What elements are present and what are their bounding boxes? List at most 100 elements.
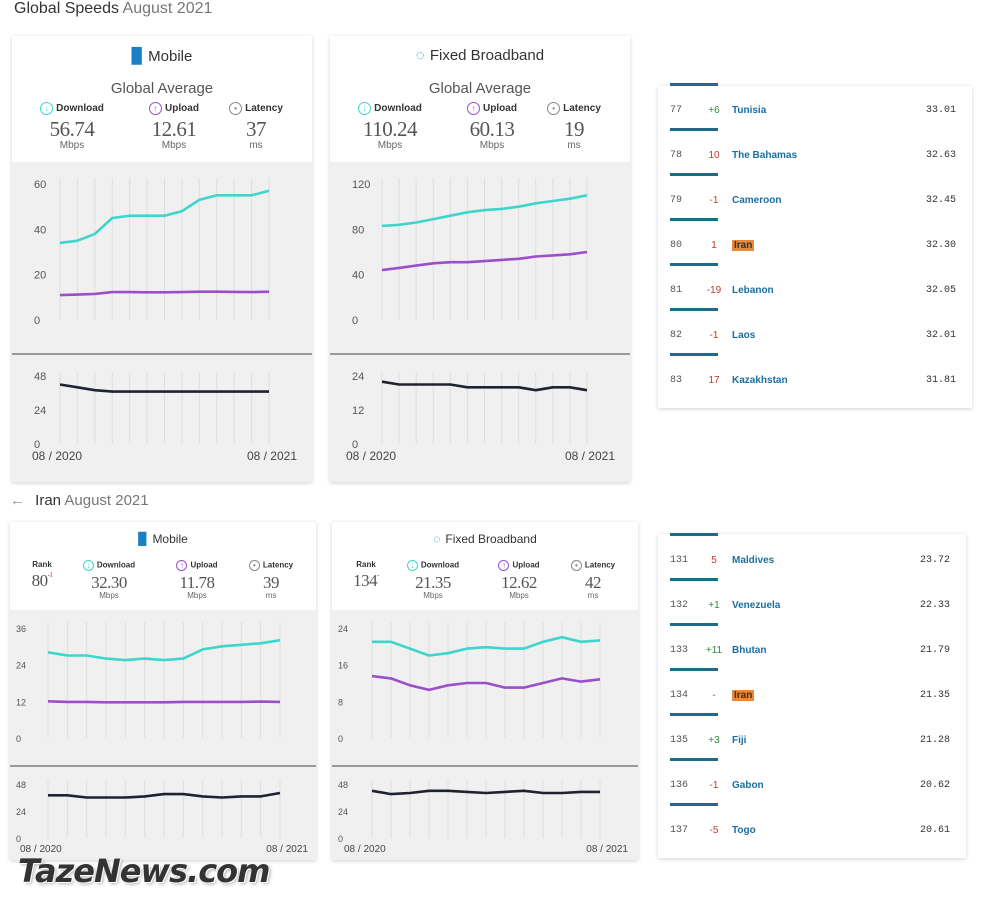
rank-change: +3 (708, 735, 720, 746)
ranking-row[interactable]: 131 5 Maldives 23.72 (658, 533, 966, 600)
ranking-row[interactable]: 77 +6 Tunisia 33.01 (658, 83, 972, 150)
y-tick-label: 0 (34, 315, 40, 327)
arrow-down-circle-icon: ↓ (358, 102, 372, 115)
y-tick-label: 36 (16, 624, 26, 634)
row-divider (670, 533, 718, 536)
rank-number: 136 (670, 780, 689, 791)
y-tick-label: 0 (34, 439, 40, 451)
rank-number: 133 (670, 645, 689, 656)
y-tick-label: 24 (338, 807, 348, 817)
country-name[interactable]: Laos (732, 330, 756, 341)
x-axis-start-label: 08 / 2020 (346, 449, 396, 463)
country-name[interactable]: Bhutan (732, 645, 767, 656)
country-name[interactable]: Gabon (732, 780, 764, 791)
country-name[interactable]: Togo (732, 825, 756, 836)
card-title: ◌ Fixed Broadband (415, 47, 545, 64)
rank-number: 134 (670, 690, 689, 701)
latency-value: 39 (263, 573, 280, 592)
back-arrow-icon[interactable]: ← (10, 492, 25, 509)
download-metric: ↓ Download 32.30 Mbps (76, 560, 142, 600)
y-tick-label: 24 (16, 661, 26, 671)
y-tick-label: 0 (16, 834, 21, 844)
series-line-latency (381, 380, 588, 392)
series-line-upload (47, 700, 281, 704)
speed-value: 23.72 (919, 555, 950, 566)
rank-change: -1 (709, 195, 719, 206)
row-divider (670, 713, 718, 716)
mobile-ranking-panel: 77 +6 Tunisia 33.01 78 10 The Bahamas 32.63 79 -1… (658, 83, 972, 408)
country-name[interactable]: Cameroon (732, 195, 782, 206)
unit-label: ms (587, 591, 599, 600)
upload-metric: ↑ Upload 11.78 Mbps (164, 560, 230, 600)
country-name[interactable]: Iran (732, 690, 755, 701)
arrow-down-circle-icon: ↓ (40, 102, 54, 115)
signal-bars-icon: ▉ (131, 48, 144, 65)
ranking-row[interactable]: 133 +11 Bhutan 21.79 (658, 623, 966, 690)
country-name[interactable]: Tunisia (732, 105, 767, 116)
rank-number: 79 (670, 195, 683, 206)
speed-value: 20.62 (919, 780, 950, 791)
unit-label: Mbps (377, 140, 403, 151)
clock-circle-icon: • (570, 560, 582, 571)
rank-change: - (377, 571, 379, 579)
country-name[interactable]: Venezuela (732, 600, 781, 611)
speed-chart: 0 40 80 120 0 12 24 08 / 2020 08 / 2021 (330, 178, 630, 463)
country-name[interactable]: Maldives (732, 555, 775, 566)
country-name[interactable]: Fiji (732, 735, 747, 746)
rank-change: 5 (711, 555, 717, 566)
unit-label: ms (249, 140, 263, 151)
country-name[interactable]: Lebanon (732, 285, 774, 296)
ranking-row[interactable]: 136 -1 Gabon 20.62 (658, 758, 966, 825)
upload-value: 60.13 (469, 117, 515, 141)
speed-value: 21.79 (919, 645, 950, 656)
row-divider (670, 128, 718, 131)
ranking-row[interactable]: 137 -5 Togo 20.61 (658, 803, 966, 870)
iran-heading[interactable]: ← Iran August 2021 (10, 492, 149, 509)
upload-metric: ↑ Upload 60.13 Mbps (452, 102, 532, 151)
rank-number: 78 (670, 150, 683, 161)
speed-value: 33.01 (925, 105, 956, 116)
clock-circle-icon: • (229, 102, 243, 115)
card-title: ◌ Fixed Broadband (433, 532, 537, 546)
y-tick-label: 0 (16, 734, 21, 744)
series-line-download (372, 635, 601, 657)
speed-chart: 0 8 16 24 0 24 48 08 / 2020 08 / 2021 (332, 622, 638, 855)
ranking-row[interactable]: 82 -1 Laos 32.01 (658, 308, 972, 375)
latency-metric: • Latency 19 ms (534, 102, 614, 151)
latency-metric: • Latency 42 ms (560, 560, 626, 600)
rank-number: 81 (670, 285, 683, 296)
y-tick-label: 24 (338, 624, 348, 634)
series-line-latency (48, 791, 281, 799)
download-value: 110.24 (363, 117, 417, 141)
latency-metric: • Latency 37 ms (216, 102, 296, 151)
heading-title: Global Speeds (14, 0, 119, 17)
y-tick-label: 24 (34, 405, 46, 417)
rank-number: 83 (670, 375, 683, 386)
ranking-row[interactable]: 80 1 Iran 32.30 (658, 218, 972, 285)
ranking-row[interactable]: 79 -1 Cameroon 32.45 (658, 173, 972, 240)
country-name[interactable]: The Bahamas (732, 150, 798, 161)
speed-value: 21.35 (919, 690, 950, 701)
ranking-row[interactable]: 132 +1 Venezuela 22.33 (658, 578, 966, 645)
ranking-row[interactable]: 81 -19 Lebanon 32.05 (658, 263, 972, 330)
y-tick-label: 40 (34, 224, 46, 236)
latency-value: 37 (246, 117, 267, 141)
upload-value: 12.61 (151, 117, 197, 141)
card-title: ▉ Mobile (138, 532, 188, 546)
unit-label: Mbps (187, 591, 207, 600)
country-name[interactable]: Kazakhstan (732, 375, 788, 386)
y-tick-label: 12 (16, 697, 26, 707)
ranking-row[interactable]: 135 +3 Fiji 21.28 (658, 713, 966, 780)
country-name[interactable]: Iran (732, 240, 755, 251)
speed-value: 32.45 (925, 195, 956, 206)
series-line-download (47, 638, 281, 662)
heading-title: Iran (35, 492, 62, 509)
rank-value: 134 (353, 571, 378, 590)
ranking-row[interactable]: 83 17 Kazakhstan 31.81 (658, 353, 972, 420)
fixed-ranking-panel: 131 5 Maldives 23.72 132 +1 Venezuela 22.33 133 +… (658, 533, 966, 858)
y-tick-label: 48 (34, 371, 46, 383)
row-divider (670, 578, 718, 581)
ranking-row[interactable]: 134 - Iran 21.35 (658, 668, 966, 735)
global-mobile-card: ▉ Mobile Global Average ↓ Download 56.74 M… (12, 36, 312, 482)
ranking-row[interactable]: 78 10 The Bahamas 32.63 (658, 128, 972, 195)
